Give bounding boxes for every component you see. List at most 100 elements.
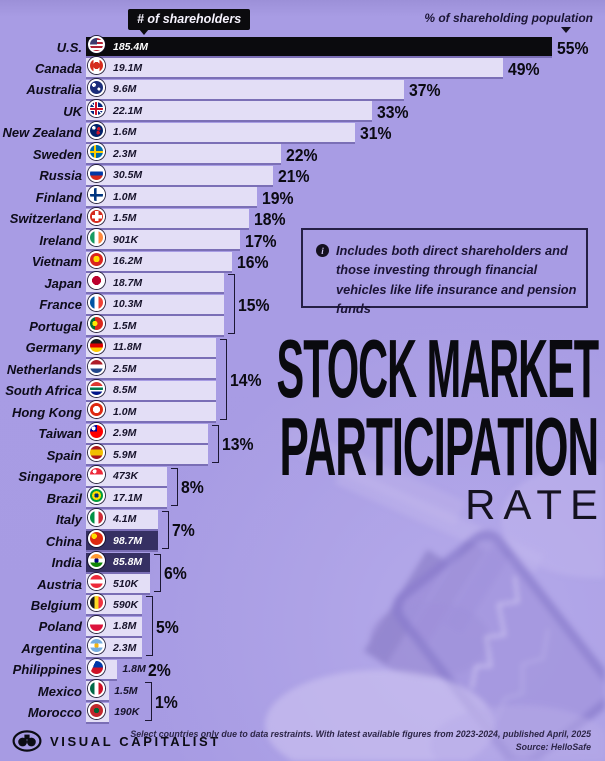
shareholders-value: 85.8M bbox=[113, 556, 143, 569]
percent-label: 19% bbox=[261, 187, 294, 208]
participation-bar bbox=[86, 658, 118, 679]
population-header-label: % of shareholding population bbox=[424, 11, 593, 25]
percent-bracket bbox=[145, 682, 153, 721]
nz-flag-icon bbox=[88, 121, 105, 139]
percent-label: 1% bbox=[155, 692, 178, 713]
country-label: Finland bbox=[35, 189, 82, 205]
nl-flag-icon bbox=[88, 358, 105, 376]
shareholders-value: 1.5M bbox=[113, 319, 137, 332]
participation-bar: 8.5M bbox=[86, 379, 216, 400]
percent-label: 6% bbox=[164, 563, 187, 584]
shareholders-header-label: # of shareholders bbox=[137, 12, 242, 26]
percent-label: 2% bbox=[148, 660, 172, 681]
percent-bracket bbox=[228, 274, 235, 335]
country-label: Belgium bbox=[30, 597, 82, 613]
shareholders-value: 2.5M bbox=[113, 362, 137, 375]
shareholders-value: 1.6M bbox=[113, 126, 137, 139]
se-flag-icon bbox=[88, 143, 105, 161]
shareholders-value: 185.4M bbox=[113, 40, 149, 53]
participation-bar: 98.7M bbox=[86, 530, 159, 551]
country-label: Mexico bbox=[37, 683, 82, 699]
country-label: Philippines bbox=[12, 662, 82, 678]
jp-flag-icon bbox=[88, 272, 105, 290]
percent-bracket bbox=[154, 553, 162, 592]
shareholders-value: 1.0M bbox=[113, 190, 137, 203]
title-line-2: PARTICIPATION bbox=[279, 400, 599, 493]
country-label: Italy bbox=[55, 512, 82, 528]
shareholders-value: 19.1M bbox=[113, 61, 143, 74]
at-flag-icon bbox=[88, 573, 105, 590]
shareholders-value: 1.5M bbox=[113, 212, 137, 225]
country-label: Russia bbox=[39, 168, 82, 184]
country-label: Spain bbox=[46, 447, 82, 463]
percent-label: 21% bbox=[278, 166, 310, 187]
country-label: Ireland bbox=[39, 232, 82, 248]
participation-bar: 1.8M bbox=[86, 615, 142, 636]
shareholders-value: 473K bbox=[113, 470, 139, 483]
percent-bracket bbox=[170, 467, 178, 507]
participation-bar: 4.1M bbox=[86, 508, 159, 529]
participation-bar: 5.9M bbox=[86, 444, 208, 465]
participation-bar: 2.3M bbox=[86, 637, 142, 658]
shareholders-header-tag: # of shareholders bbox=[128, 9, 251, 35]
visual-capitalist-logo: VISUAL CAPITALIST bbox=[12, 730, 221, 752]
country-label: Taiwan bbox=[38, 426, 82, 442]
footer-disclaimer: Select countries only due to data restra… bbox=[130, 728, 591, 739]
participation-bar: 30.5M bbox=[86, 164, 274, 185]
shareholders-value: 98.7M bbox=[113, 534, 143, 547]
participation-bar: 10.3M bbox=[86, 293, 224, 314]
note-box: i Includes both direct shareholders and … bbox=[301, 228, 588, 316]
shareholders-value: 16.2M bbox=[113, 255, 143, 268]
percent-label: 31% bbox=[360, 123, 392, 144]
shareholders-value: 1.0M bbox=[113, 405, 137, 418]
shareholders-value: 1.8M bbox=[113, 620, 137, 633]
country-label: China bbox=[45, 533, 82, 549]
za-flag-icon bbox=[88, 379, 105, 397]
country-label: Sweden bbox=[32, 146, 82, 162]
it-flag-icon bbox=[88, 508, 105, 526]
shareholders-value: 190K bbox=[114, 706, 140, 719]
country-label: Hong Kong bbox=[11, 404, 82, 420]
shareholders-value: 9.6M bbox=[113, 83, 137, 96]
ru-flag-icon bbox=[88, 164, 105, 182]
footer-source: Source: HelloSafe bbox=[515, 742, 591, 753]
shareholders-value: 510K bbox=[113, 577, 139, 590]
country-label: Australia bbox=[26, 82, 82, 98]
percent-label: 22% bbox=[286, 144, 318, 165]
country-label: South Africa bbox=[5, 383, 82, 399]
es-flag-icon bbox=[88, 444, 105, 462]
percent-bracket bbox=[146, 596, 153, 657]
country-label: New Zealand bbox=[2, 125, 82, 141]
percent-label: 7% bbox=[172, 520, 196, 541]
in-flag-icon bbox=[88, 551, 105, 569]
shareholders-value: 590K bbox=[113, 598, 139, 611]
cn-flag-icon bbox=[88, 530, 105, 548]
footer-notes: Select countries only due to data restra… bbox=[130, 728, 591, 755]
mx-flag-icon bbox=[88, 680, 105, 698]
country-label: France bbox=[39, 297, 82, 313]
percent-label: 13% bbox=[221, 434, 254, 455]
shareholders-value: 11.8M bbox=[113, 341, 142, 354]
participation-bar: 2.9M bbox=[86, 422, 208, 443]
ph-flag-icon bbox=[88, 658, 105, 676]
percent-label: 55% bbox=[557, 37, 589, 58]
participation-bar bbox=[86, 680, 110, 701]
shareholders-value: 1.8M bbox=[122, 663, 146, 676]
binoculars-icon bbox=[12, 730, 42, 752]
country-label: Germany bbox=[25, 340, 82, 356]
br-flag-icon bbox=[88, 487, 105, 505]
shareholders-value: 30.5M bbox=[113, 169, 143, 182]
percent-label: 8% bbox=[180, 477, 204, 498]
fi-flag-icon bbox=[88, 186, 105, 204]
percent-label: 37% bbox=[409, 80, 441, 101]
percent-bracket bbox=[219, 338, 227, 421]
be-flag-icon bbox=[88, 594, 105, 612]
percent-label: 33% bbox=[376, 101, 409, 122]
au-flag-icon bbox=[88, 78, 105, 96]
country-label: Poland bbox=[38, 619, 82, 635]
shareholders-value: 4.1M bbox=[113, 513, 137, 526]
participation-bar: 1.5M bbox=[86, 315, 224, 336]
country-label: Brazil bbox=[46, 490, 82, 506]
country-label: Singapore bbox=[18, 469, 82, 485]
